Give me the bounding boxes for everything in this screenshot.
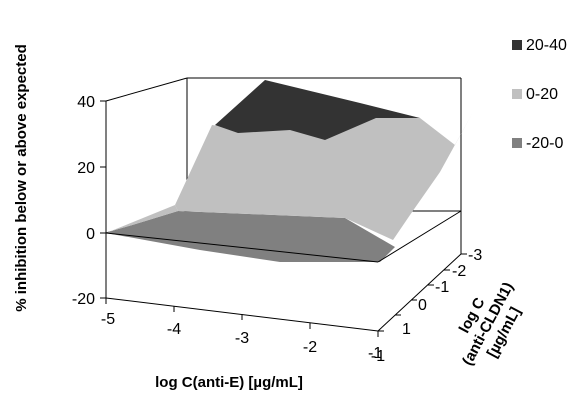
y-tick-labels: -3 -2 -1 0 1 -1 <box>368 247 482 362</box>
x-tick-labels: -5 -4 -3 -2 -1 <box>101 311 385 365</box>
surface-band-mid-edge <box>106 205 178 233</box>
x-tick-label: -1 <box>371 348 385 365</box>
legend-swatch-0-20 <box>512 89 522 99</box>
x-tick-label: -4 <box>167 321 181 338</box>
back-wall-top-edge <box>105 77 188 102</box>
x-tick-label: -5 <box>101 311 115 328</box>
surface <box>106 80 473 262</box>
legend: 20-40 0-20 -20-0 <box>512 37 567 152</box>
surface-band-neg <box>106 211 395 262</box>
y-tick-label: -2 <box>452 263 466 280</box>
y-axis-title: log C (anti-CLDN1) [µg/mL] <box>456 279 524 368</box>
y-axis <box>377 253 462 332</box>
y-tick-label: -1 <box>368 345 382 362</box>
y-tick-label: -3 <box>468 247 482 264</box>
x-tick-label: -2 <box>303 339 317 356</box>
surface-band-top <box>215 80 420 140</box>
x-axis-title: log C(anti-E) [µg/mL] <box>155 374 303 391</box>
z-tick-labels: 40 20 0 -20 <box>72 94 95 308</box>
y-tick-label: 1 <box>402 321 411 338</box>
z-tick-label: 0 <box>86 226 95 243</box>
y-tick-label: 0 <box>418 297 427 314</box>
legend-label: -20-0 <box>526 135 563 152</box>
z-tick-label: -20 <box>72 291 95 308</box>
legend-swatch-neg20-0 <box>512 138 522 148</box>
y-tick-label: -1 <box>435 279 449 296</box>
legend-label: 0-20 <box>526 86 558 103</box>
axes <box>100 100 467 337</box>
legend-swatch-20-40 <box>512 40 522 50</box>
legend-label: 20-40 <box>526 37 567 54</box>
y-axis-back <box>377 210 462 263</box>
surface-band-mid <box>175 112 473 240</box>
z-tick-label: 20 <box>77 160 95 177</box>
x-tick-label: -3 <box>235 330 249 347</box>
x-axis-back <box>105 232 379 263</box>
z-axis-title: % inhibition below or above expected <box>13 44 30 312</box>
z-tick-label: 40 <box>77 94 95 111</box>
